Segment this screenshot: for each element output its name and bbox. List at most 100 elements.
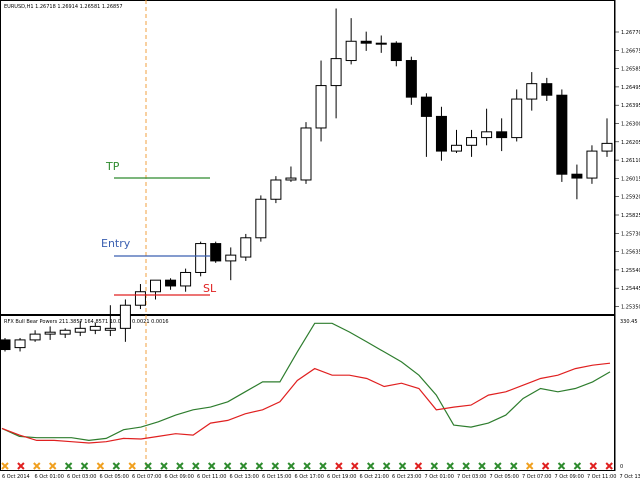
- candle-bear: [556, 94, 568, 175]
- marker-stroke: [398, 462, 407, 470]
- price-label: 1.26300: [621, 122, 640, 128]
- marker-green-icon: [478, 462, 486, 470]
- price-label: 1.25730: [621, 231, 640, 237]
- marker-green-icon: [573, 462, 582, 470]
- candle-bull: [104, 327, 116, 331]
- marker-red-icon: [589, 462, 598, 470]
- entry-label: Entry: [101, 237, 131, 250]
- candle-bear: [0, 339, 11, 351]
- marker-green-icon: [112, 462, 121, 470]
- marker-stroke: [573, 462, 582, 470]
- time-label: 6 Oct 01:00: [35, 474, 64, 480]
- price-label: 1.25540: [621, 268, 640, 274]
- marker-green-icon: [303, 462, 311, 470]
- marker-stroke: [223, 462, 232, 470]
- candle-bear: [435, 115, 447, 152]
- time-label: 6 Oct 2014: [2, 474, 30, 480]
- time-label: 6 Oct 09:00: [165, 474, 194, 480]
- candle-bull: [119, 304, 131, 329]
- time-label: 7 Oct 11:00: [587, 474, 616, 480]
- marker-green-icon: [510, 462, 518, 470]
- marker-stroke: [64, 462, 73, 470]
- candle-bull: [300, 127, 312, 181]
- candle-bull: [59, 329, 71, 335]
- marker-orange-icon: [48, 462, 57, 470]
- candle-bull: [511, 98, 523, 139]
- candle-bull: [89, 325, 101, 331]
- price-axis: 1.26770 1.26675 1.26585 1.26495 1.26395 1.263…: [615, 30, 640, 311]
- bull-power-line: [1, 322, 611, 442]
- marker-stroke: [17, 462, 25, 470]
- marker-green-icon: [239, 462, 248, 470]
- candle-bull: [526, 83, 538, 100]
- marker-stroke: [525, 462, 534, 470]
- candle-bull: [240, 237, 252, 258]
- marker-red-icon: [541, 462, 550, 470]
- candle-bear: [496, 131, 508, 139]
- marker-stroke: [351, 462, 359, 470]
- marker-stroke: [176, 462, 184, 470]
- time-label: 7 Oct 03:00: [457, 474, 486, 480]
- time-label: 6 Oct 17:00: [295, 474, 324, 480]
- main-chart-header: EURUSD,H1 1.26718 1.26914 1.26581 1.2685…: [4, 4, 123, 10]
- marker-orange-icon: [96, 462, 105, 470]
- marker-stroke: [303, 462, 311, 470]
- price-label: 1.25920: [621, 195, 640, 201]
- candle-bear: [405, 60, 417, 98]
- marker-green-icon: [462, 462, 470, 470]
- time-label: 7 Oct 13:00: [620, 474, 640, 480]
- candle-bull: [150, 279, 161, 293]
- marker-stroke: [605, 462, 613, 470]
- price-label: 1.26495: [621, 85, 640, 91]
- candle-bull: [29, 333, 41, 341]
- marker-stroke: [287, 462, 295, 470]
- marker-green-icon: [144, 462, 152, 470]
- candle-bull: [345, 40, 357, 62]
- marker-stroke: [541, 462, 550, 470]
- price-label: 1.25350: [621, 305, 640, 311]
- candle-bull: [225, 254, 237, 262]
- marker-stroke: [589, 462, 598, 470]
- marker-orange-icon: [525, 462, 534, 470]
- candle-bull: [180, 271, 192, 287]
- price-label: 1.26395: [621, 103, 640, 109]
- price-label: 1.26675: [621, 48, 640, 54]
- indicator-top-value: 330.45: [620, 319, 638, 325]
- marker-stroke: [112, 462, 121, 470]
- marker-stroke: [207, 462, 216, 470]
- marker-green-icon: [192, 462, 200, 470]
- candle-bear: [165, 279, 177, 287]
- time-label: 6 Oct 11:00: [197, 474, 226, 480]
- price-label: 1.25445: [621, 286, 640, 292]
- price-label: 1.25825: [621, 213, 640, 219]
- candle-bull: [74, 327, 86, 333]
- sl-label: SL: [203, 282, 217, 295]
- time-label: 6 Oct 21:00: [360, 474, 389, 480]
- marker-stroke: [271, 462, 280, 470]
- candle-bear: [420, 96, 432, 117]
- marker-red-icon: [17, 462, 25, 470]
- time-label: 6 Oct 03:00: [67, 474, 96, 480]
- candle-bull: [44, 331, 56, 335]
- marker-green-icon: [430, 462, 439, 470]
- candle-bear: [390, 42, 402, 62]
- candle-bear: [360, 40, 372, 44]
- marker-stroke: [430, 462, 439, 470]
- marker-green-icon: [446, 462, 454, 470]
- price-label: 1.26110: [621, 158, 640, 164]
- indicator-bottom-value: 0: [620, 464, 623, 470]
- marker-stroke: [160, 462, 168, 470]
- candle-bull: [270, 179, 282, 200]
- candle-bull: [586, 150, 598, 179]
- marker-green-icon: [271, 462, 280, 470]
- candle-bear: [541, 83, 553, 96]
- marker-green-icon: [207, 462, 216, 470]
- marker-green-icon: [160, 462, 168, 470]
- marker-stroke: [510, 462, 518, 470]
- candle-bull: [134, 291, 146, 306]
- price-label: 1.26205: [621, 140, 640, 146]
- candle-bull: [330, 58, 342, 87]
- marker-green-icon: [64, 462, 73, 470]
- tp-label: TP: [105, 160, 120, 173]
